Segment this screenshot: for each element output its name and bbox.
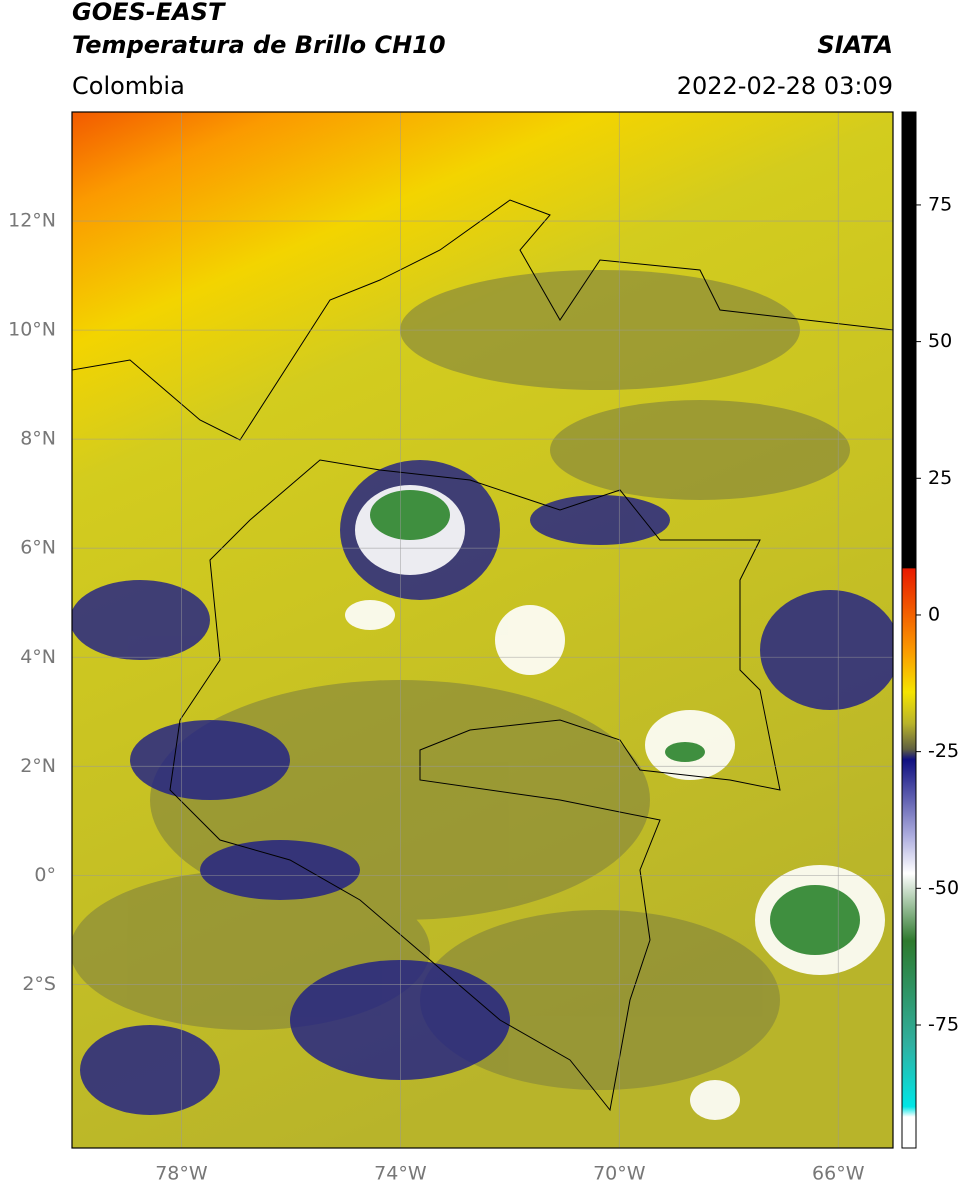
colorbar-tick-label: 0 bbox=[928, 603, 940, 625]
satellite-image bbox=[72, 112, 893, 1148]
region-label: Colombia bbox=[72, 72, 185, 100]
colorbar bbox=[901, 111, 917, 1149]
lon-tick-label: 74°W bbox=[374, 1163, 427, 1185]
lat-tick-label: 0° bbox=[34, 864, 56, 886]
colorbar-tick-label: 75 bbox=[928, 193, 952, 215]
lat-tick-label: 2°S bbox=[22, 973, 56, 995]
datetime-label: 2022-02-28 03:09 bbox=[677, 72, 893, 100]
lon-tick-label: 78°W bbox=[155, 1163, 208, 1185]
colorbar-tick-label: -75 bbox=[928, 1013, 959, 1035]
colorbar-tick-label: 25 bbox=[928, 467, 952, 489]
lon-tick-label: 70°W bbox=[593, 1163, 646, 1185]
lat-tick-label: 2°N bbox=[20, 755, 56, 777]
lat-tick-label: 4°N bbox=[20, 646, 56, 668]
lat-tick-label: 10°N bbox=[8, 319, 56, 341]
lat-tick-label: 6°N bbox=[20, 537, 56, 559]
colorbar-tick-label: -25 bbox=[928, 740, 959, 762]
graticule bbox=[72, 112, 893, 1148]
source-label: SIATA bbox=[817, 31, 893, 59]
map-frame bbox=[71, 111, 894, 1149]
product-title: Temperatura de Brillo CH10 bbox=[72, 31, 446, 59]
colorbar-tick-label: -50 bbox=[928, 877, 959, 899]
lat-tick-label: 8°N bbox=[20, 428, 56, 450]
satellite-title: GOES-EAST bbox=[72, 0, 226, 26]
lon-tick-label: 66°W bbox=[812, 1163, 865, 1185]
colorbar-tick-label: 50 bbox=[928, 330, 952, 352]
lat-tick-label: 12°N bbox=[8, 210, 56, 232]
